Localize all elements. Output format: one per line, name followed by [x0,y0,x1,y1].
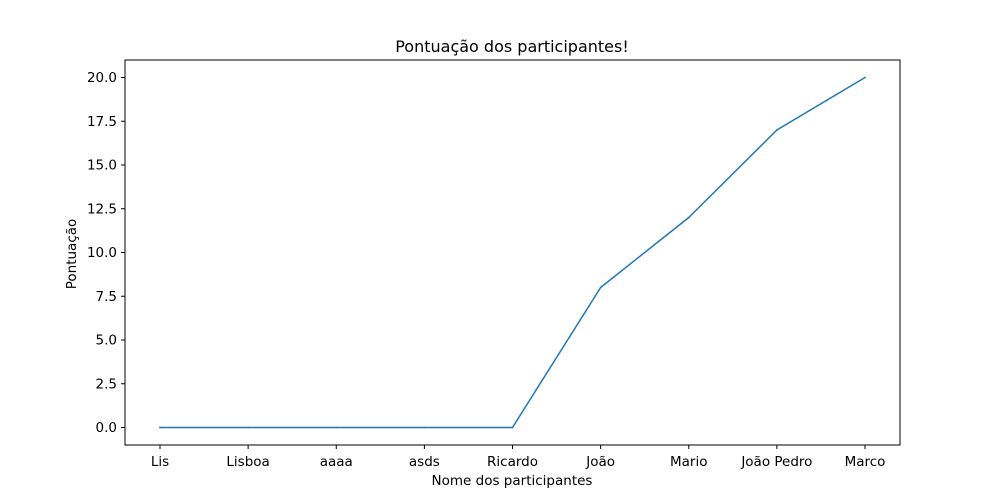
chart-title: Pontuação dos participantes! [395,37,629,56]
x-tick-label: Lisboa [226,454,269,470]
x-tick-label: Mario [670,454,707,470]
data-point [687,216,690,219]
data-point [159,426,161,429]
x-tick-label: João Pedro [740,454,812,470]
y-tick-label: 20.0 [87,70,117,86]
y-tick-label: 12.5 [87,201,117,217]
series-layer [159,76,867,429]
x-tick-label: asds [409,454,440,470]
x-tick-label: João [585,454,615,470]
x-tick-label: Marco [845,454,886,470]
data-point [511,426,514,429]
data-point [247,426,249,429]
y-tick-label: 5.0 [96,333,117,349]
plot-area [124,59,901,446]
x-tick-label: Ricardo [487,454,538,470]
y-tick-label: 15.0 [87,158,117,174]
x-axis-label: Nome dos participantes [432,473,593,489]
data-point [423,426,426,429]
x-tick-label: Lis [151,454,169,470]
data-point [864,76,866,79]
x-axis: Lis Lisboa aaaa asds Ricardo João Mario João Pe… [151,445,886,470]
y-axis: 0.0 2.5 5.0 7.5 10.0 12.5 15.0 17.5 20.0 [87,70,125,436]
data-point [776,129,778,131]
y-tick-label: 10.0 [87,245,117,261]
y-tick-label: 7.5 [96,289,117,305]
y-tick-label: 2.5 [96,376,117,392]
series-line [159,76,867,429]
x-tick-label: aaaa [320,454,353,470]
y-tick-label: 0.0 [96,420,117,436]
y-tick-label: 17.5 [87,114,117,130]
data-point [335,426,338,429]
y-axis-label: Pontuação [64,219,80,290]
data-point [599,286,602,289]
